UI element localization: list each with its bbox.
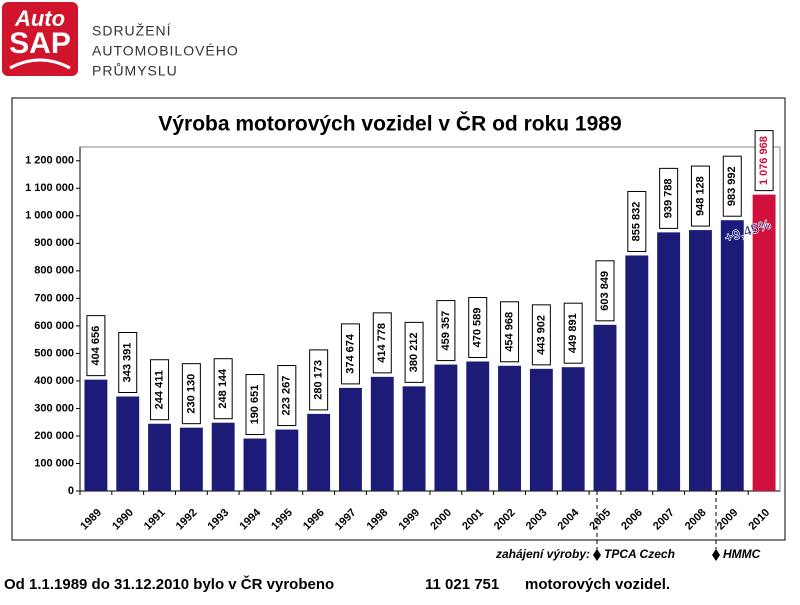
y-tick-label: 1 000 000 [25, 210, 74, 222]
value-label: 280 173 [313, 360, 325, 400]
bar [625, 255, 649, 491]
value-label-box [150, 359, 170, 421]
value-label-box [531, 304, 551, 366]
bar [720, 220, 744, 492]
start-label: zahájení výroby: [495, 547, 590, 561]
header-line: PRŮMYSLU [92, 62, 178, 79]
value-label-box [309, 349, 329, 411]
value-label-box [595, 260, 615, 322]
y-tick-label: 400 000 [34, 375, 74, 387]
y-tick-label: 100 000 [34, 457, 74, 469]
value-label-box [404, 321, 424, 383]
bar [752, 194, 776, 491]
bar [689, 230, 712, 491]
chart-title: Výroba motorových vozidel v ČR od roku 1… [158, 112, 621, 136]
value-label: 459 357 [440, 311, 452, 351]
value-label-box [627, 190, 647, 252]
value-label-box [722, 155, 742, 217]
y-tick-label: 600 000 [34, 320, 74, 332]
value-label: 248 144 [217, 368, 229, 409]
value-label: 454 968 [503, 312, 515, 352]
value-label-box [340, 323, 360, 385]
value-label: 603 849 [599, 271, 611, 311]
value-label-box [118, 331, 138, 393]
y-tick-label: 500 000 [34, 347, 74, 359]
marker-diamond [593, 549, 601, 561]
bar [593, 324, 617, 491]
value-label: 443 902 [535, 315, 547, 355]
value-label: 1 076 968 [758, 136, 770, 185]
y-tick-label: 300 000 [34, 402, 74, 414]
value-label-box [563, 302, 583, 364]
header-line: AUTOMOBILOVÉHO [92, 43, 239, 59]
value-label: 374 674 [344, 333, 356, 374]
y-tick-label: 0 [68, 485, 74, 497]
logo-bottom: SAP [9, 27, 71, 60]
bar [307, 413, 331, 491]
logo-swoosh [9, 58, 71, 70]
y-tick-label: 900 000 [34, 237, 74, 249]
header-line: SDRUŽENÍ [92, 23, 172, 39]
value-label-box [754, 130, 774, 192]
bar [116, 396, 140, 491]
value-label: 948 128 [694, 176, 706, 216]
value-label-box [500, 301, 520, 363]
value-label-box [468, 296, 488, 358]
value-label-box [436, 300, 456, 362]
value-label-box [245, 374, 265, 436]
value-label: 380 212 [408, 332, 420, 372]
bar [529, 368, 553, 491]
value-label: 449 891 [567, 313, 579, 353]
bar [498, 365, 521, 491]
value-label: 983 992 [726, 166, 738, 206]
value-label-box [690, 165, 710, 227]
value-label-box [86, 315, 106, 377]
y-tick-label: 1 100 000 [25, 182, 74, 194]
footer-text: Od 1.1.1989 do 31.12.2010 bylo v ČR vyro… [4, 575, 334, 593]
bar [561, 367, 585, 491]
value-label: 939 788 [663, 178, 675, 218]
marker-label: HMMC [723, 547, 761, 561]
value-label: 404 656 [90, 326, 102, 366]
chart-frame [11, 97, 786, 541]
bar [370, 376, 394, 491]
logo-top: Auto [14, 6, 65, 31]
marker-diamond [712, 549, 720, 561]
value-label-box [181, 363, 201, 425]
bar [211, 422, 235, 491]
value-label-box [213, 358, 233, 420]
bar [466, 361, 490, 491]
bar [339, 387, 362, 491]
y-tick-label: 1 200 000 [25, 155, 74, 167]
bar [243, 438, 267, 491]
value-label: 190 651 [249, 385, 261, 425]
value-label-box [277, 365, 297, 427]
value-label: 230 130 [185, 374, 197, 414]
y-tick-label: 200 000 [34, 430, 74, 442]
y-tick-label: 800 000 [34, 265, 74, 277]
value-label-box [659, 167, 679, 229]
bar [434, 364, 458, 491]
value-label: 470 589 [472, 308, 484, 348]
bar [84, 379, 108, 491]
logo-box [2, 2, 78, 76]
bar [657, 232, 681, 491]
value-label: 414 778 [376, 323, 388, 363]
value-label: 855 832 [631, 202, 643, 242]
value-label-box [372, 312, 392, 374]
y-tick-label: 700 000 [34, 292, 74, 304]
value-label: 244 411 [153, 370, 165, 409]
value-label: 223 267 [281, 376, 293, 416]
value-label: 343 391 [122, 343, 134, 383]
footer-unit: motorových vozidel. [525, 576, 670, 593]
plot: 0 100 000 200 000 300 000 400 000 500 000 600 … [25, 130, 780, 532]
bar [148, 423, 171, 491]
marker-label: TPCA Czech [604, 547, 675, 561]
bar [402, 386, 426, 491]
bar [275, 429, 299, 491]
bar [179, 427, 203, 491]
footer-total: 11 021 751 [425, 576, 499, 593]
